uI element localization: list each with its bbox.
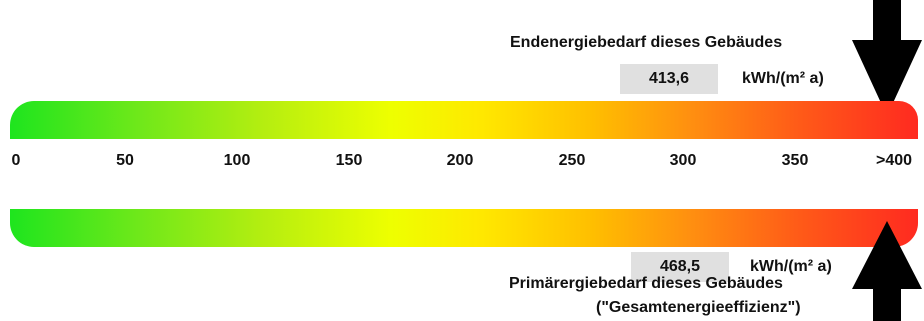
scale-tick-0: 0 (11, 152, 21, 169)
scale-tick-400-plus: >400 (875, 152, 913, 169)
scale-tick-200: 200 (446, 152, 474, 169)
primary-energy-unit: kWh/(m² a) (750, 258, 832, 275)
primary-energy-subheading: ("Gesamtenergieeffizienz") (596, 299, 801, 316)
end-energy-unit: kWh/(m² a) (742, 70, 824, 87)
end-energy-heading: Endenergiebedarf dieses Gebäudes (510, 34, 783, 51)
scale-tick-300: 300 (669, 152, 697, 169)
end-energy-value-box: 413,6 (620, 64, 718, 94)
arrow-up-icon (852, 221, 922, 321)
scale-tick-250: 250 (558, 152, 586, 169)
energy-scale-bar-top (10, 101, 918, 139)
scale-tick-350: 350 (781, 152, 809, 169)
scale-tick-50: 50 (116, 152, 134, 169)
scale-tick-150: 150 (335, 152, 363, 169)
primary-energy-heading: Primärergiebedarf dieses Gebäudes (509, 275, 783, 292)
primary-energy-value: 468,5 (659, 258, 701, 275)
end-energy-value: 413,6 (648, 70, 690, 87)
energy-scale-bar-bottom (10, 209, 918, 247)
arrow-down-icon (852, 0, 922, 116)
primary-energy-value-box: 468,5 (631, 252, 729, 282)
scale-tick-100: 100 (223, 152, 251, 169)
